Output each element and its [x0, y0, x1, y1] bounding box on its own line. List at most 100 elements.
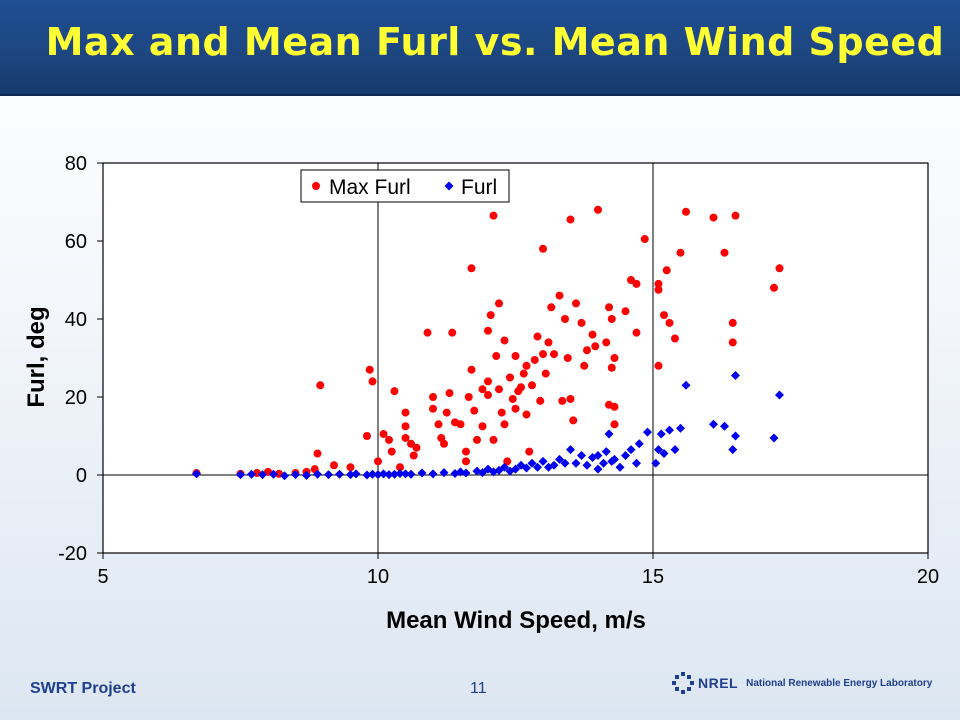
furl-point [626, 445, 636, 455]
furl-point [676, 423, 685, 433]
max-furl-point [577, 318, 586, 327]
max-furl-point [429, 404, 437, 413]
max-furl-point [517, 383, 525, 392]
max-furl-point [709, 213, 718, 222]
max-furl-point [632, 328, 641, 337]
max-furl-point [429, 393, 437, 401]
max-furl-point [720, 248, 729, 257]
max-furl-point [533, 332, 542, 341]
max-furl-point [396, 463, 404, 472]
max-furl-point [467, 365, 476, 374]
furl-point [593, 451, 603, 460]
max-furl-point [473, 435, 481, 444]
max-furl-point [478, 385, 487, 394]
furl-point [302, 470, 311, 480]
furl-point [428, 469, 438, 479]
furl-point [346, 470, 355, 480]
max-furl-point [770, 283, 778, 292]
furl-point [566, 445, 575, 455]
furl-point [291, 470, 300, 480]
furl-point [247, 469, 256, 479]
x-tick-label: 20 [917, 566, 939, 588]
furl-point [478, 468, 487, 478]
furl-point [236, 470, 245, 480]
furl-point [390, 469, 399, 479]
furl-point [384, 470, 394, 480]
max-furl-point [492, 352, 501, 361]
max-furl-point [506, 373, 514, 382]
max-furl-point [676, 248, 685, 257]
max-furl-point [385, 435, 393, 444]
max-furl-point [665, 318, 674, 327]
furl-point [313, 469, 322, 479]
max-furl-point [346, 463, 355, 472]
max-furl-point [409, 451, 418, 460]
max-furl-point [489, 435, 498, 444]
furl-point [461, 468, 471, 478]
max-furl-point [602, 338, 611, 347]
x-axis-label: Mean Wind Speed, m/s [386, 607, 646, 634]
y-tick-label: 60 [65, 231, 87, 253]
max-furl-point [731, 211, 740, 220]
max-furl-point [563, 354, 572, 362]
max-furl-point [525, 447, 534, 456]
furl-point [368, 469, 377, 479]
max-furl-point [464, 393, 473, 401]
max-furl-point [511, 352, 520, 361]
max-furl-point [484, 377, 492, 386]
max-furl-point [478, 422, 487, 431]
furl-point [651, 458, 661, 468]
max-furl-point [365, 365, 374, 374]
max-furl-point [500, 420, 509, 429]
furl-point [401, 469, 410, 479]
max-furl-point [561, 315, 569, 323]
nrel-logo: NREL National Renewable Energy Laborator… [672, 672, 932, 694]
max-furl-point [316, 381, 325, 390]
furl-point [634, 439, 644, 449]
furl-point [379, 469, 388, 479]
furl-point [601, 447, 611, 457]
max-furl-point [544, 338, 553, 347]
max-furl-point [363, 432, 371, 440]
max-furl-point [682, 207, 690, 216]
furl-point [665, 425, 674, 435]
max-furl-point [654, 279, 663, 288]
max-furl-point [550, 350, 558, 359]
furl-point [362, 470, 372, 480]
furl-point [709, 419, 718, 429]
furl-point [582, 460, 592, 470]
furl-point [258, 470, 267, 480]
furl-point [681, 380, 691, 390]
max-furl-point [497, 408, 506, 417]
y-tick-label: 0 [76, 465, 87, 487]
furl-point [659, 449, 669, 459]
max-furl-point [662, 266, 671, 275]
project-label: SWRT Project [30, 680, 136, 697]
max-furl-point [610, 402, 619, 411]
max-furl-point [728, 318, 737, 327]
max-furl-point [503, 457, 512, 466]
furl-point [599, 458, 608, 468]
furl-point [395, 468, 405, 478]
slide-title: Max and Mean Furl vs. Mean Wind Speed [45, 20, 945, 64]
furl-point [351, 469, 361, 479]
max-furl-point [588, 330, 597, 339]
furl-point [439, 468, 449, 478]
max-furl-point [519, 369, 528, 378]
furl-point [522, 463, 531, 473]
max-furl-point [632, 279, 641, 288]
furl-point [731, 431, 740, 441]
max-furl-point [654, 285, 663, 294]
furl-point [643, 427, 652, 437]
max-furl-point [379, 430, 388, 439]
max-furl-point [401, 433, 410, 442]
furl-point [593, 464, 603, 474]
max-furl-point [495, 385, 503, 394]
furl-point [555, 454, 564, 464]
max-furl-point [621, 307, 630, 316]
max-furl-point [558, 396, 567, 405]
legend-max-furl-marker [312, 182, 320, 190]
max-furl-point [374, 457, 382, 466]
nrel-name: National Renewable Energy Laboratory [746, 677, 933, 689]
